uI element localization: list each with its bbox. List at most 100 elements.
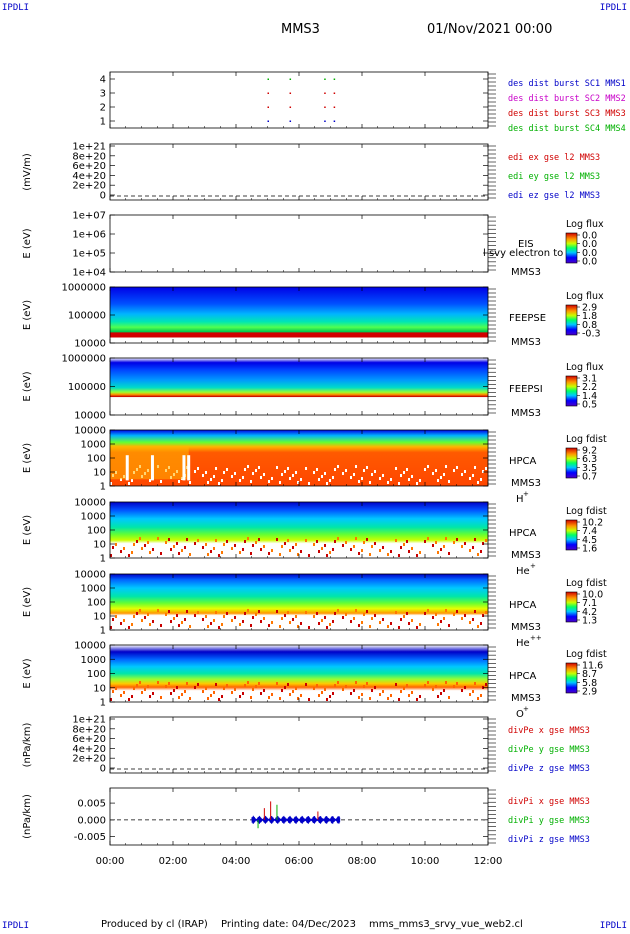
colorbar-tick-label: 10.2 (582, 518, 603, 529)
spectrogram-speckle (448, 624, 450, 627)
spectrogram-speckle (231, 475, 233, 478)
spectrogram-speckle (289, 549, 291, 552)
spectrogram-speckle (252, 472, 254, 475)
colorbar-title: Log flux (566, 362, 604, 373)
panel-hpca_o: 10000 1000 100 10 1 E (eV) HPCA MMS3 O + Log fdist… (22, 641, 607, 721)
species-charge: ++ (530, 634, 542, 642)
spectrogram-gap (150, 455, 154, 481)
spectrogram-speckle (120, 478, 122, 481)
spectrogram-speckle (374, 470, 376, 473)
spectrogram-speckle (437, 479, 439, 482)
instrument-label: HPCA (509, 671, 537, 682)
burst-point (324, 106, 326, 108)
spectrogram-speckle (168, 538, 170, 541)
species-charge: + (523, 705, 529, 713)
y-tick-label: 100 (87, 454, 106, 465)
spectrogram-speckle (308, 698, 310, 701)
y-tick-label: 8e+20 (72, 151, 106, 162)
instrument-label: HPCA (509, 600, 537, 611)
spectrogram-speckle (234, 472, 236, 475)
panel-eis: 1e+07 1e+06 1e+05 1e+04 E (eV) EIS MMS3 l svy e… (22, 211, 604, 279)
spectrogram-speckle (213, 547, 215, 550)
spectrogram-speckle (464, 470, 466, 473)
x-tick-label: 00:00 (96, 856, 125, 867)
spectrogram-speckle (231, 691, 233, 694)
spectrogram-speckle (461, 473, 463, 476)
spectrogram-speckle (223, 615, 225, 618)
colorbar (565, 662, 578, 694)
spectrogram-speckle (147, 541, 149, 544)
spectrogram-speckle (361, 549, 363, 552)
spectrogram-speckle (160, 552, 162, 555)
spectrogram-speckle (197, 611, 199, 614)
spectrogram-speckle (371, 689, 373, 692)
spectrogram-speckle (279, 625, 281, 628)
spectrogram-speckle (244, 468, 246, 471)
burst-point (324, 78, 326, 80)
spectrogram-speckle (173, 689, 175, 692)
colorbar-tick-label: 6.3 (582, 454, 597, 465)
spectrogram-speckle (250, 696, 252, 699)
colorbar (565, 447, 578, 479)
footer-produced-by: Produced by cl (IRAP) (101, 919, 208, 930)
spectrogram-speckle (345, 541, 347, 544)
spectrogram-speckle (398, 482, 400, 485)
y-axis-label: (mV/m) (22, 153, 33, 191)
spectrogram-speckle (234, 688, 236, 691)
burst-point (267, 92, 269, 94)
spectrogram-speckle (403, 615, 405, 618)
spectrogram-speckle (279, 553, 281, 556)
spectrogram-speckle (469, 621, 471, 624)
spectrogram-speckle (247, 537, 249, 540)
spectrogram-speckle (366, 610, 368, 613)
spectrogram-speckle (165, 541, 167, 544)
spectrogram-speckle (324, 616, 326, 619)
y-tick-label: 100 (87, 598, 106, 609)
spectrogram-speckle (445, 609, 447, 612)
spectrogram-speckle (202, 690, 204, 693)
colorbar-tick-label: 3.5 (582, 463, 597, 474)
spectrogram-speckle (464, 542, 466, 545)
spectrogram-speckle (313, 543, 315, 546)
spectrogram-speckle (210, 694, 212, 697)
y-tick-label: 1000000 (61, 354, 106, 365)
spectrogram-speckle (276, 538, 278, 541)
spectrogram-speckle (332, 476, 334, 479)
y-tick-label: 10000 (74, 570, 106, 581)
spectrogram-speckle (255, 685, 257, 688)
spectrogram-speckle (207, 553, 209, 556)
spectrogram-speckle (131, 695, 133, 698)
spectrogram-speckle (469, 477, 471, 480)
spectrogram-speckle (239, 623, 241, 626)
spectrogram-speckle (316, 468, 318, 471)
spectrogram-speckle (398, 698, 400, 701)
spectrogram-gap (187, 455, 191, 481)
spectrogram-speckle (326, 626, 328, 629)
spectrogram-speckle (363, 469, 365, 472)
spectrogram-speckle (305, 683, 307, 686)
spectrogram-speckle (110, 626, 112, 629)
spectrogram-hpca_o (110, 645, 488, 702)
spectrogram-speckle (379, 693, 381, 696)
y-tick-label: 10 (93, 612, 106, 623)
spectrogram-speckle (149, 479, 151, 482)
spectrogram-speckle (477, 553, 479, 556)
spectrogram-speckle (326, 698, 328, 701)
spacecraft-label: MMS3 (511, 622, 541, 633)
spectrogram-speckle (205, 687, 207, 690)
spectrogram-speckle (477, 625, 479, 628)
spectrogram-speckle (215, 539, 217, 542)
spectrogram-speckle (318, 550, 320, 553)
y-tick-label: 1 (100, 554, 106, 565)
spectrogram-speckle (406, 540, 408, 543)
spectrogram-speckle (252, 688, 254, 691)
spectrogram-speckle (472, 546, 474, 549)
spectrogram-speckle (268, 552, 270, 555)
spectrogram-speckle (448, 696, 450, 699)
spectrogram-speckle (395, 611, 397, 614)
spectrogram-speckle (374, 542, 376, 545)
y-tick-label: 100000 (68, 382, 106, 393)
burst-point (324, 92, 326, 94)
spectrogram-speckle (443, 617, 445, 620)
